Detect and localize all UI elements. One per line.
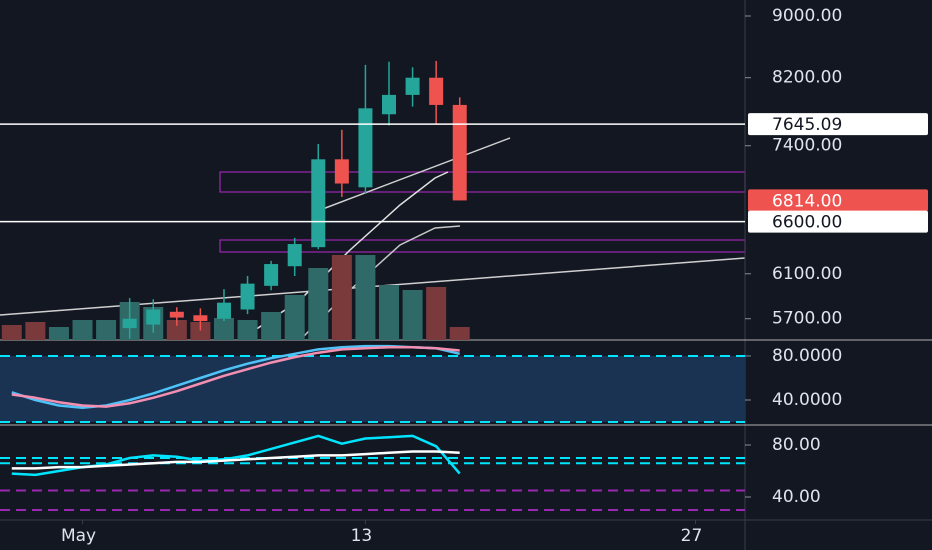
volume-bar [190, 322, 211, 340]
volume-bar [284, 295, 305, 340]
volume-bar [449, 327, 470, 340]
y-tick-label: 80.00 [772, 435, 821, 455]
indicator-line [11, 345, 460, 408]
y-tick-label: 40.0000 [772, 390, 842, 410]
y-tick-label: 5700.00 [772, 309, 842, 329]
candle-body [122, 318, 137, 329]
candle-body [358, 108, 373, 188]
candle-body [429, 77, 444, 105]
volume-bar [426, 287, 447, 340]
candle-body [382, 94, 397, 115]
volume-bar [331, 255, 352, 340]
y-tick-label: 8200.00 [772, 68, 842, 88]
indicator-line [11, 450, 460, 470]
trend-line [319, 137, 511, 211]
candle-body [240, 283, 255, 310]
volume-bar [72, 320, 93, 340]
y-tick-label: 80.0000 [772, 346, 842, 366]
y-tick-label: 6100.00 [772, 264, 842, 284]
candle-body [169, 311, 184, 318]
price-label: 6814.00 [772, 191, 842, 211]
x-tick-label: May [61, 526, 96, 546]
volume-bar [308, 268, 329, 340]
candle-body [287, 244, 302, 267]
candle-body [216, 302, 231, 319]
volume-bar [379, 285, 400, 340]
price-label-box [748, 210, 928, 233]
price-label-box [748, 189, 928, 212]
price-label: 7645.09 [772, 115, 842, 135]
candle-body [405, 77, 420, 95]
volume-bar [48, 327, 69, 340]
candle-body [146, 309, 161, 325]
price-label: 6600.00 [772, 213, 842, 233]
y-tick-label: 40.00 [772, 487, 821, 507]
y-tick-label: 7400.00 [772, 136, 842, 156]
volume-bar [237, 320, 258, 340]
x-tick-label: 13 [351, 526, 373, 546]
candle-body [193, 315, 208, 322]
price-label-box [748, 113, 928, 136]
candle-body [311, 159, 326, 248]
zone-box [219, 171, 746, 193]
indicator-line [11, 434, 461, 477]
volume-bar [166, 320, 187, 340]
y-tick-label: 9000.00 [772, 6, 842, 26]
candle-body [452, 104, 467, 201]
volume-bar [1, 325, 22, 340]
volume-bar [355, 255, 376, 340]
volume-bar [402, 290, 423, 340]
volume-bar [25, 322, 46, 340]
indicator-line [11, 344, 460, 409]
candle-body [264, 264, 279, 286]
candle-body [334, 159, 349, 184]
x-tick-label: 27 [681, 526, 703, 546]
volume-bar [261, 312, 282, 340]
band [0, 355, 745, 423]
volume-bar [213, 318, 234, 340]
volume-bar [96, 320, 117, 340]
